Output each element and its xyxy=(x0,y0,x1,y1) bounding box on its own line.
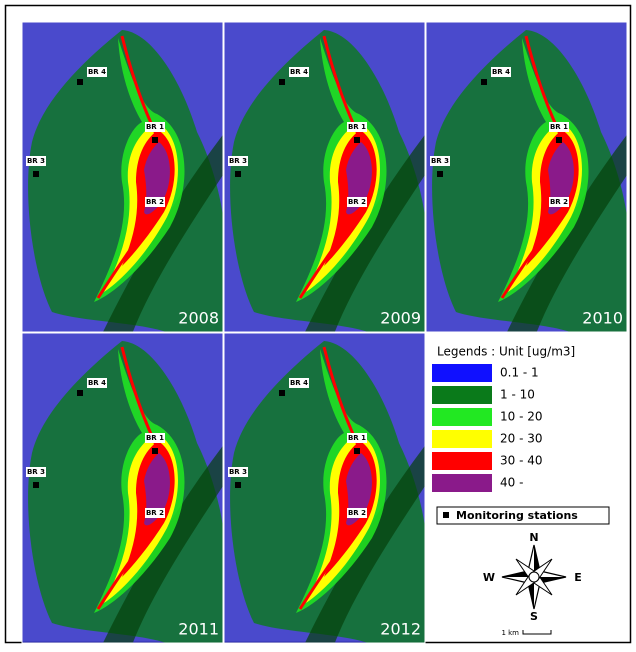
station-marker xyxy=(33,171,39,177)
station-label: BR 3 xyxy=(431,157,449,165)
legend-label: 10 - 20 xyxy=(500,410,543,424)
station-label: BR 2 xyxy=(550,198,568,206)
scale-label: 1 km xyxy=(501,629,519,637)
station-label: BR 4 xyxy=(492,68,510,76)
station-label: BR 2 xyxy=(146,198,164,206)
legend-label: 20 - 30 xyxy=(500,432,543,446)
station-label: BR 3 xyxy=(27,157,45,165)
station-marker xyxy=(77,79,83,85)
legend-swatch xyxy=(432,474,492,492)
compass-e: E xyxy=(574,571,582,584)
stations-label: Monitoring stations xyxy=(456,509,578,522)
map-content: BR 4 BR 1 BR 3 BR 2 2011 xyxy=(22,333,225,645)
legend-swatch xyxy=(432,364,492,382)
station-marker xyxy=(354,448,360,454)
station-label: BR 4 xyxy=(290,68,308,76)
station-label: BR 2 xyxy=(146,509,164,517)
legend-swatch xyxy=(432,430,492,448)
station-marker xyxy=(279,79,285,85)
legend-label: 40 - xyxy=(500,476,523,490)
station-label: BR 3 xyxy=(27,468,45,476)
station-marker xyxy=(235,482,241,488)
legend-title: Legends : Unit [ug/m3] xyxy=(437,345,575,359)
compass-w: W xyxy=(483,571,495,584)
station-marker xyxy=(354,137,360,143)
station-marker xyxy=(279,390,285,396)
map-panel: BR 4 BR 1 BR 3 BR 2 2012 xyxy=(224,333,427,645)
station-label: BR 2 xyxy=(348,198,366,206)
station-label: BR 1 xyxy=(348,434,366,442)
legend-label: 1 - 10 xyxy=(500,388,535,402)
station-label: BR 1 xyxy=(146,434,164,442)
station-label: BR 2 xyxy=(348,509,366,517)
map-panel: BR 4 BR 1 BR 3 BR 2 2011 xyxy=(22,333,225,645)
station-marker xyxy=(152,137,158,143)
station-label: BR 1 xyxy=(550,123,568,131)
figure: Legends : Unit [ug/m3] Monitoring statio… xyxy=(0,0,636,648)
station-marker xyxy=(556,137,562,143)
station-marker xyxy=(77,390,83,396)
station-label: BR 4 xyxy=(290,379,308,387)
map-panel: BR 4 BR 1 BR 3 BR 2 2009 xyxy=(224,22,427,334)
legend-label: 0.1 - 1 xyxy=(500,366,539,380)
map-content: BR 4 BR 1 BR 3 BR 2 2012 xyxy=(224,333,427,645)
map-panel: BR 4 BR 1 BR 3 BR 2 2008 xyxy=(22,22,225,334)
map-content: BR 4 BR 1 BR 3 BR 2 2010 xyxy=(426,22,629,334)
year-label: 2010 xyxy=(582,309,623,328)
station-label: BR 1 xyxy=(146,123,164,131)
year-label: 2008 xyxy=(178,309,219,328)
station-label: BR 3 xyxy=(229,468,247,476)
station-label: BR 1 xyxy=(348,123,366,131)
page: Legends : Unit [ug/m3] Monitoring statio… xyxy=(0,0,636,652)
year-label: 2012 xyxy=(380,620,421,639)
legend-swatch xyxy=(432,408,492,426)
station-marker xyxy=(33,482,39,488)
legend-label: 30 - 40 xyxy=(500,454,543,468)
compass-n: N xyxy=(529,531,538,544)
map-content: BR 4 BR 1 BR 3 BR 2 2008 xyxy=(22,22,225,334)
year-label: 2009 xyxy=(380,309,421,328)
station-label: BR 4 xyxy=(88,379,106,387)
map-content: BR 4 BR 1 BR 3 BR 2 2009 xyxy=(224,22,427,334)
legend-swatch xyxy=(432,452,492,470)
station-icon xyxy=(443,512,449,518)
year-label: 2011 xyxy=(178,620,219,639)
map-panel: BR 4 BR 1 BR 3 BR 2 2010 xyxy=(426,22,629,334)
station-marker xyxy=(437,171,443,177)
station-marker xyxy=(481,79,487,85)
station-label: BR 4 xyxy=(88,68,106,76)
station-marker xyxy=(152,448,158,454)
legend-swatch xyxy=(432,386,492,404)
compass-s: S xyxy=(530,610,538,623)
station-label: BR 3 xyxy=(229,157,247,165)
station-marker xyxy=(235,171,241,177)
